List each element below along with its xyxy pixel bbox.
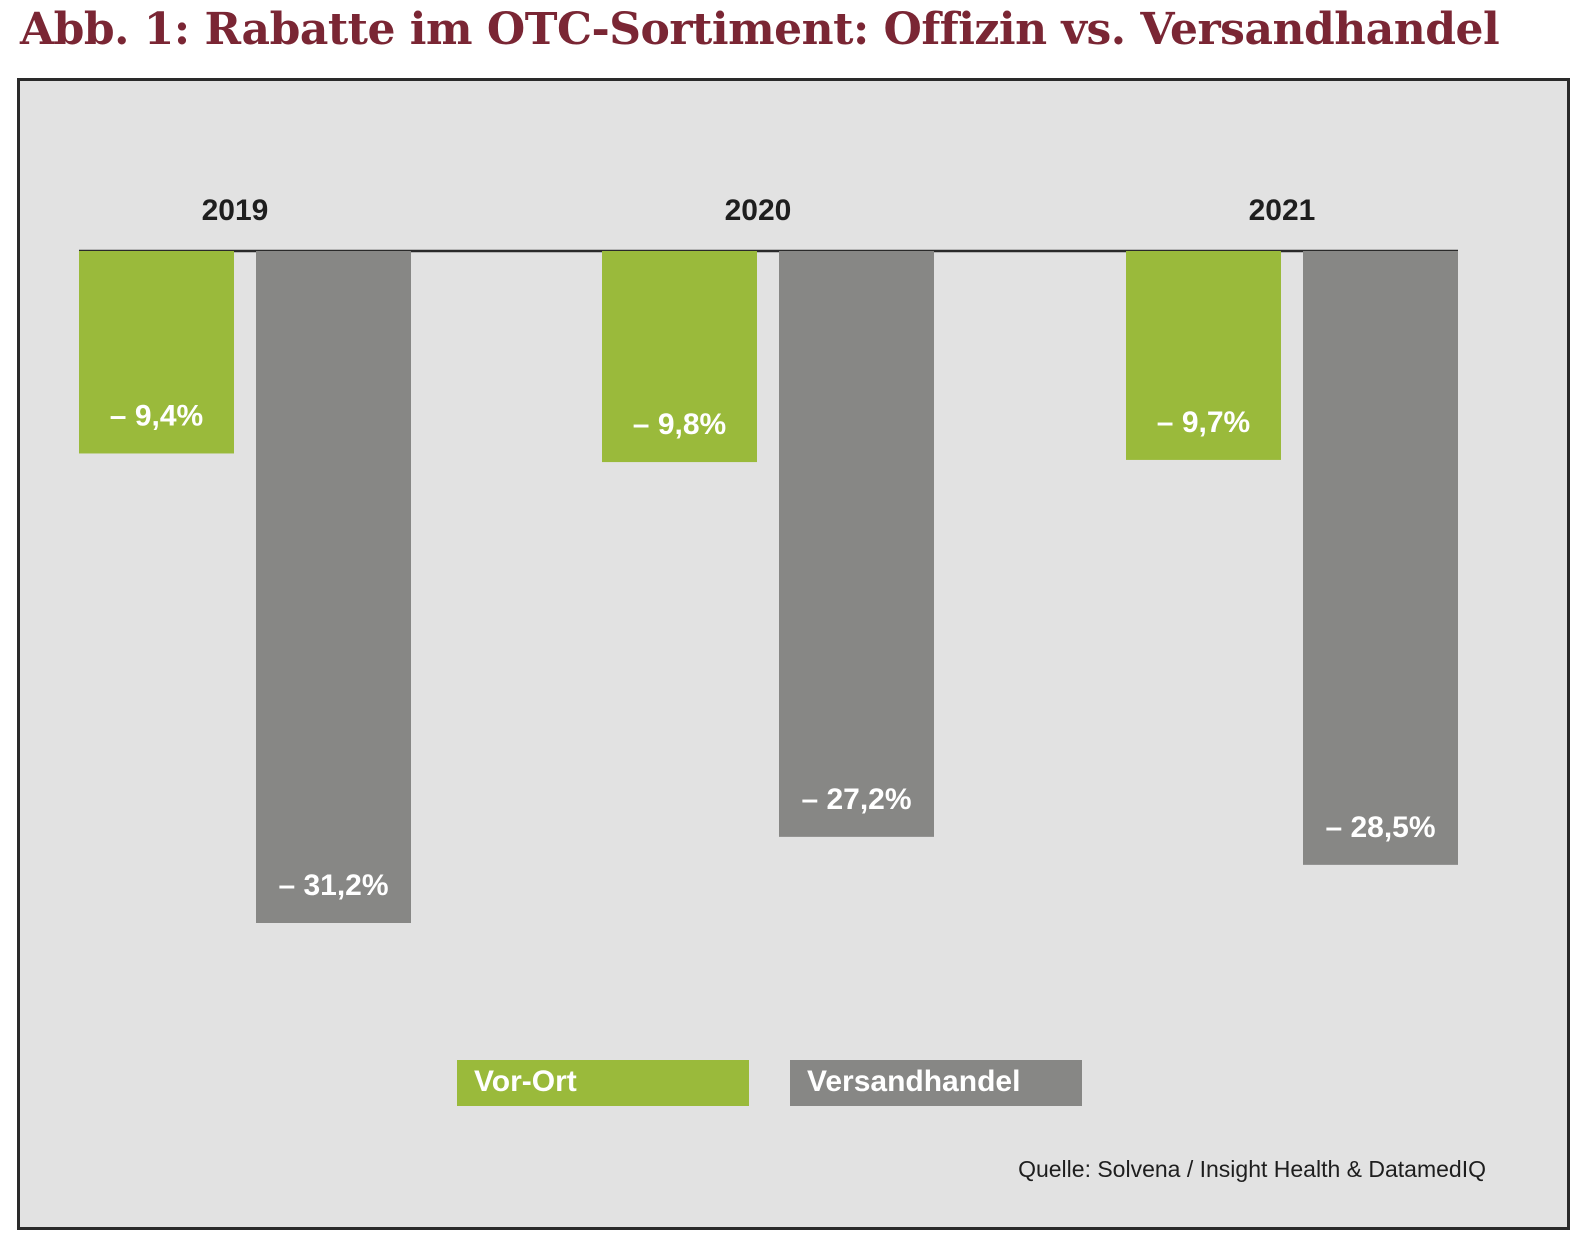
data-label-versandhandel-2019: – 31,2% — [278, 869, 388, 902]
legend-swatch-versandhandel — [790, 1060, 1082, 1106]
data-label-versandhandel-2020: – 27,2% — [801, 783, 911, 816]
source-note: Quelle: Solvena / Insight Health & Datam… — [1018, 1156, 1486, 1182]
data-label-vor-ort-2020: – 9,8% — [633, 408, 726, 441]
legend-swatch-vor-ort — [457, 1060, 749, 1106]
legend-label-vor-ort: Vor-Ort — [474, 1065, 577, 1098]
bar-vor-ort-2021 — [1126, 251, 1281, 460]
data-label-vor-ort-2021: – 9,7% — [1157, 406, 1250, 439]
bar-vor-ort-2019 — [79, 251, 234, 454]
bar-versandhandel-2020 — [779, 251, 934, 837]
bar-vor-ort-2020 — [602, 251, 757, 463]
year-label-2019: 2019 — [202, 194, 269, 227]
data-label-versandhandel-2021: – 28,5% — [1325, 811, 1435, 844]
bar-versandhandel-2019 — [256, 251, 411, 923]
year-label-2021: 2021 — [1249, 194, 1316, 227]
chart-title: Abb. 1: Rabatte im OTC-Sortiment: Offizi… — [20, 4, 1500, 55]
legend-label-versandhandel: Versandhandel — [807, 1065, 1020, 1098]
data-label-vor-ort-2019: – 9,4% — [110, 399, 203, 432]
year-label-2020: 2020 — [725, 194, 792, 227]
bar-versandhandel-2021 — [1303, 251, 1458, 865]
